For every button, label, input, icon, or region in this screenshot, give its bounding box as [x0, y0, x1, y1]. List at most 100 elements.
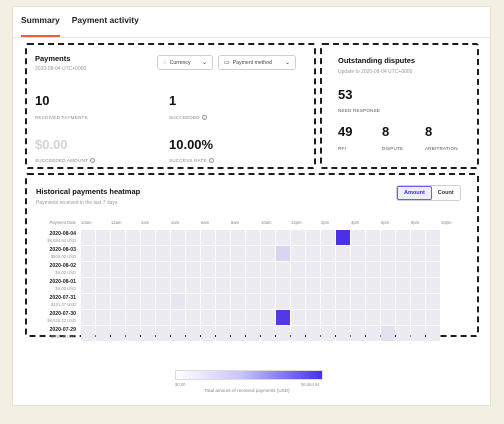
- heatmap-cell[interactable]: [306, 246, 320, 261]
- heatmap-cell[interactable]: [201, 230, 215, 245]
- heatmap-cell[interactable]: [306, 294, 320, 309]
- heatmap-cell[interactable]: [396, 262, 410, 277]
- heatmap-cell[interactable]: [186, 326, 200, 341]
- heatmap-cell[interactable]: [141, 326, 155, 341]
- heatmap-cell[interactable]: [111, 278, 125, 293]
- heatmap-cell[interactable]: [126, 230, 140, 245]
- heatmap-cell[interactable]: [276, 326, 290, 341]
- heatmap-cell[interactable]: [381, 310, 395, 325]
- heatmap-cell[interactable]: [291, 230, 305, 245]
- heatmap-cell[interactable]: [96, 246, 110, 261]
- heatmap-cell[interactable]: [366, 326, 380, 341]
- heatmap-cell[interactable]: [246, 262, 260, 277]
- heatmap-cell[interactable]: [111, 246, 125, 261]
- heatmap-cell[interactable]: [321, 246, 335, 261]
- heatmap-cell[interactable]: [216, 262, 230, 277]
- heatmap-cell[interactable]: [246, 294, 260, 309]
- heatmap-cell[interactable]: [246, 230, 260, 245]
- heatmap-cell[interactable]: [141, 262, 155, 277]
- heatmap-cell[interactable]: [426, 310, 440, 325]
- heatmap-cell[interactable]: [126, 294, 140, 309]
- heatmap-cell[interactable]: [96, 294, 110, 309]
- heatmap-cell[interactable]: [261, 310, 275, 325]
- heatmap-cell[interactable]: [96, 278, 110, 293]
- heatmap-cell[interactable]: [96, 326, 110, 341]
- heatmap-cell[interactable]: [306, 230, 320, 245]
- heatmap-cell[interactable]: [81, 262, 95, 277]
- heatmap-cell[interactable]: [411, 326, 425, 341]
- heatmap-cell[interactable]: [366, 294, 380, 309]
- heatmap-cell[interactable]: [411, 230, 425, 245]
- heatmap-cell[interactable]: [141, 294, 155, 309]
- heatmap-cell[interactable]: [96, 262, 110, 277]
- heatmap-cell[interactable]: [396, 326, 410, 341]
- heatmap-cell[interactable]: [411, 278, 425, 293]
- heatmap-cell[interactable]: [291, 326, 305, 341]
- heatmap-cell[interactable]: [231, 278, 245, 293]
- heatmap-cell[interactable]: [126, 246, 140, 261]
- heatmap-cell[interactable]: [336, 326, 350, 341]
- heatmap-cell[interactable]: [306, 278, 320, 293]
- heatmap-cell[interactable]: [336, 294, 350, 309]
- heatmap-cell[interactable]: [261, 262, 275, 277]
- heatmap-cell[interactable]: [186, 246, 200, 261]
- heatmap-cell[interactable]: [111, 326, 125, 341]
- heatmap-cell[interactable]: [306, 262, 320, 277]
- info-icon[interactable]: i: [89, 158, 95, 164]
- heatmap-cell[interactable]: [411, 294, 425, 309]
- heatmap-cell[interactable]: [261, 326, 275, 341]
- heatmap-cell[interactable]: [126, 310, 140, 325]
- heatmap-cell[interactable]: [216, 278, 230, 293]
- heatmap-cell[interactable]: [171, 262, 185, 277]
- heatmap-cell[interactable]: [351, 246, 365, 261]
- heatmap-cell[interactable]: [246, 310, 260, 325]
- heatmap-cell[interactable]: [246, 326, 260, 341]
- heatmap-cell[interactable]: [411, 246, 425, 261]
- heatmap-cell[interactable]: [81, 310, 95, 325]
- heatmap-cell[interactable]: [351, 326, 365, 341]
- heatmap-cell[interactable]: [201, 326, 215, 341]
- heatmap-cell[interactable]: [171, 278, 185, 293]
- heatmap-cell[interactable]: [276, 262, 290, 277]
- heatmap-cell[interactable]: [351, 262, 365, 277]
- heatmap-cell[interactable]: [426, 230, 440, 245]
- heatmap-cell[interactable]: [336, 310, 350, 325]
- heatmap-cell[interactable]: [366, 230, 380, 245]
- heatmap-cell[interactable]: [111, 262, 125, 277]
- heatmap-cell[interactable]: [336, 262, 350, 277]
- heatmap-cell[interactable]: [156, 294, 170, 309]
- heatmap-cell[interactable]: [426, 246, 440, 261]
- heatmap-cell[interactable]: [156, 310, 170, 325]
- heatmap-cell[interactable]: [396, 278, 410, 293]
- heatmap-cell[interactable]: [396, 246, 410, 261]
- heatmap-cell[interactable]: [81, 294, 95, 309]
- heatmap-cell[interactable]: [141, 310, 155, 325]
- heatmap-cell[interactable]: [231, 326, 245, 341]
- heatmap-cell[interactable]: [201, 246, 215, 261]
- heatmap-cell[interactable]: [381, 294, 395, 309]
- heatmap-cell[interactable]: [81, 230, 95, 245]
- heatmap-cell[interactable]: [171, 294, 185, 309]
- heatmap-cell[interactable]: [366, 310, 380, 325]
- heatmap-cell[interactable]: [321, 262, 335, 277]
- heatmap-cell[interactable]: [276, 294, 290, 309]
- heatmap-cell[interactable]: [186, 278, 200, 293]
- heatmap-cell[interactable]: [111, 294, 125, 309]
- heatmap-cell[interactable]: [366, 262, 380, 277]
- heatmap-cell[interactable]: [216, 230, 230, 245]
- heatmap-cell[interactable]: [201, 294, 215, 309]
- heatmap-cell[interactable]: [126, 326, 140, 341]
- heatmap-cell[interactable]: [336, 278, 350, 293]
- heatmap-cell[interactable]: [426, 278, 440, 293]
- heatmap-cell[interactable]: [81, 278, 95, 293]
- heatmap-cell[interactable]: [366, 246, 380, 261]
- heatmap-cell[interactable]: [321, 278, 335, 293]
- heatmap-cell[interactable]: [96, 310, 110, 325]
- heatmap-cell[interactable]: [381, 262, 395, 277]
- currency-dropdown[interactable]: ◌ Currency ⌄: [157, 55, 213, 70]
- heatmap-cell[interactable]: [216, 310, 230, 325]
- heatmap-cell[interactable]: [381, 326, 395, 341]
- heatmap-cell[interactable]: [411, 310, 425, 325]
- heatmap-cell[interactable]: [351, 294, 365, 309]
- heatmap-cell[interactable]: [156, 278, 170, 293]
